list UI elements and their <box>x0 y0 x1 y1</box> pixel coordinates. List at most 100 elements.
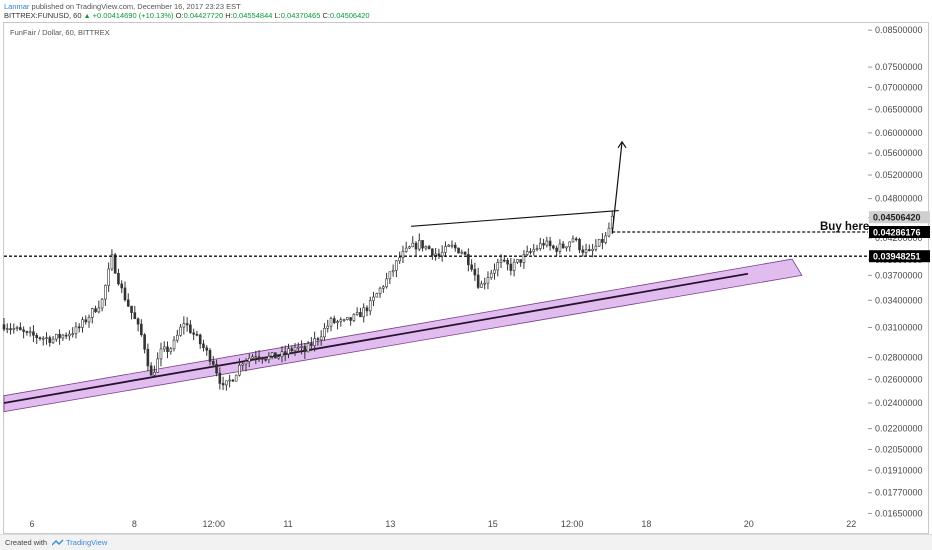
chart-frame <box>3 22 929 534</box>
candle-body <box>604 235 607 243</box>
candle-body <box>453 244 457 249</box>
close-label: C: <box>322 11 330 20</box>
candle-body <box>159 348 163 360</box>
candle-body <box>51 338 55 343</box>
candle-body <box>81 319 84 328</box>
created-with-label: Created with <box>5 538 48 547</box>
candle-body <box>542 243 545 246</box>
candle-body <box>401 251 405 258</box>
candle-body <box>414 242 418 250</box>
candle-body <box>480 283 483 288</box>
candle-body <box>97 307 101 313</box>
candle-body <box>19 327 22 331</box>
candle-body <box>251 356 254 359</box>
candle-body <box>45 337 48 339</box>
y-tick-label: 0.03400000 <box>875 295 923 305</box>
candle-body <box>594 245 598 250</box>
time-axis[interactable]: 6 8 12:00 11 13 15 12:00 18 20 22 <box>29 519 856 529</box>
candle-body <box>578 238 581 251</box>
price-label-text: 0.03948251 <box>873 252 921 262</box>
y-tick-label: 0.05200000 <box>875 170 923 180</box>
candle-body <box>362 307 366 318</box>
candle-body <box>176 334 179 341</box>
candle-body <box>215 364 218 374</box>
candle-body <box>113 254 117 274</box>
price-label-text: 0.04286176 <box>873 228 921 238</box>
candle-body <box>450 244 454 247</box>
x-tick-label: 12:00 <box>561 519 584 529</box>
candle-body <box>156 358 159 373</box>
channel-annotation[interactable] <box>3 258 803 413</box>
candle-body <box>483 282 486 285</box>
symbol-label: BITTREX:FUNUSD, 60 <box>4 11 82 20</box>
candle-body <box>107 268 110 286</box>
candle-body <box>208 349 212 362</box>
x-tick-label: 11 <box>283 519 292 529</box>
candle-body <box>493 269 496 274</box>
y-tick-label: 0.02600000 <box>875 374 923 384</box>
candle-body <box>55 333 58 340</box>
candle-body <box>12 328 16 330</box>
candles <box>2 211 614 391</box>
candle-body <box>421 240 424 249</box>
candle-body <box>300 346 303 348</box>
candle-body <box>254 356 258 359</box>
candle-body <box>359 312 362 318</box>
candle-body <box>332 318 336 323</box>
candle-body <box>264 359 267 361</box>
buy-here-annotation: Buy here <box>820 221 869 233</box>
candle-body <box>2 324 6 330</box>
y-tick-label: 0.02050000 <box>875 444 923 454</box>
price-axis[interactable]: 0.08500000 0.07500000 0.07000000 0.06500000… <box>868 25 930 518</box>
candle-body <box>211 361 215 365</box>
candle-body <box>349 317 352 321</box>
arrow-head-icon <box>617 140 627 149</box>
candle-body <box>228 379 231 382</box>
candle-body <box>58 333 61 339</box>
candle-body <box>35 335 39 338</box>
y-tick-label: 0.03700000 <box>875 270 923 280</box>
drawing-annotations[interactable]: Buy here <box>4 140 869 257</box>
candle-body <box>104 285 107 300</box>
candle-body <box>234 374 238 382</box>
candle-body <box>140 323 143 336</box>
candle-body <box>473 268 477 276</box>
candle-body <box>555 247 558 252</box>
candle-body <box>238 364 241 376</box>
candle-body <box>346 317 349 320</box>
y-tick-label: 0.01770000 <box>875 488 923 498</box>
candle-body <box>15 327 19 329</box>
candle-body <box>25 331 29 333</box>
candle-body <box>571 238 575 243</box>
candle-body <box>185 323 189 326</box>
y-tick-label: 0.06000000 <box>875 128 923 138</box>
candle-body <box>486 277 490 284</box>
candle-body <box>71 333 74 336</box>
candle-body <box>117 272 120 285</box>
y-tick-label: 0.07000000 <box>875 82 923 92</box>
candle-body <box>182 323 186 328</box>
candle-body <box>512 261 516 271</box>
candle-body <box>368 300 372 312</box>
candle-body <box>202 343 205 349</box>
y-tick-label: 0.02200000 <box>875 424 923 434</box>
candle-body <box>519 259 522 263</box>
last-price-text: 0.04506420 <box>873 213 921 223</box>
open-label: O: <box>175 11 184 20</box>
candle-body <box>440 252 444 257</box>
candle-body <box>38 337 42 339</box>
candle-body <box>22 329 25 332</box>
price-label-badge <box>869 226 930 239</box>
y-tick-label: 0.08500000 <box>875 25 923 35</box>
candle-body <box>5 328 9 330</box>
candle-body <box>189 324 192 334</box>
candle-body <box>323 328 326 338</box>
tradingview-brand-link[interactable]: TradingView <box>66 538 108 547</box>
y-tick-label: 0.04800000 <box>875 194 923 204</box>
x-tick-label: 20 <box>744 519 754 529</box>
candle-body <box>565 246 568 249</box>
candle-body <box>9 328 12 330</box>
author-link[interactable]: Lanmar <box>4 2 30 11</box>
candle-body <box>319 336 323 341</box>
